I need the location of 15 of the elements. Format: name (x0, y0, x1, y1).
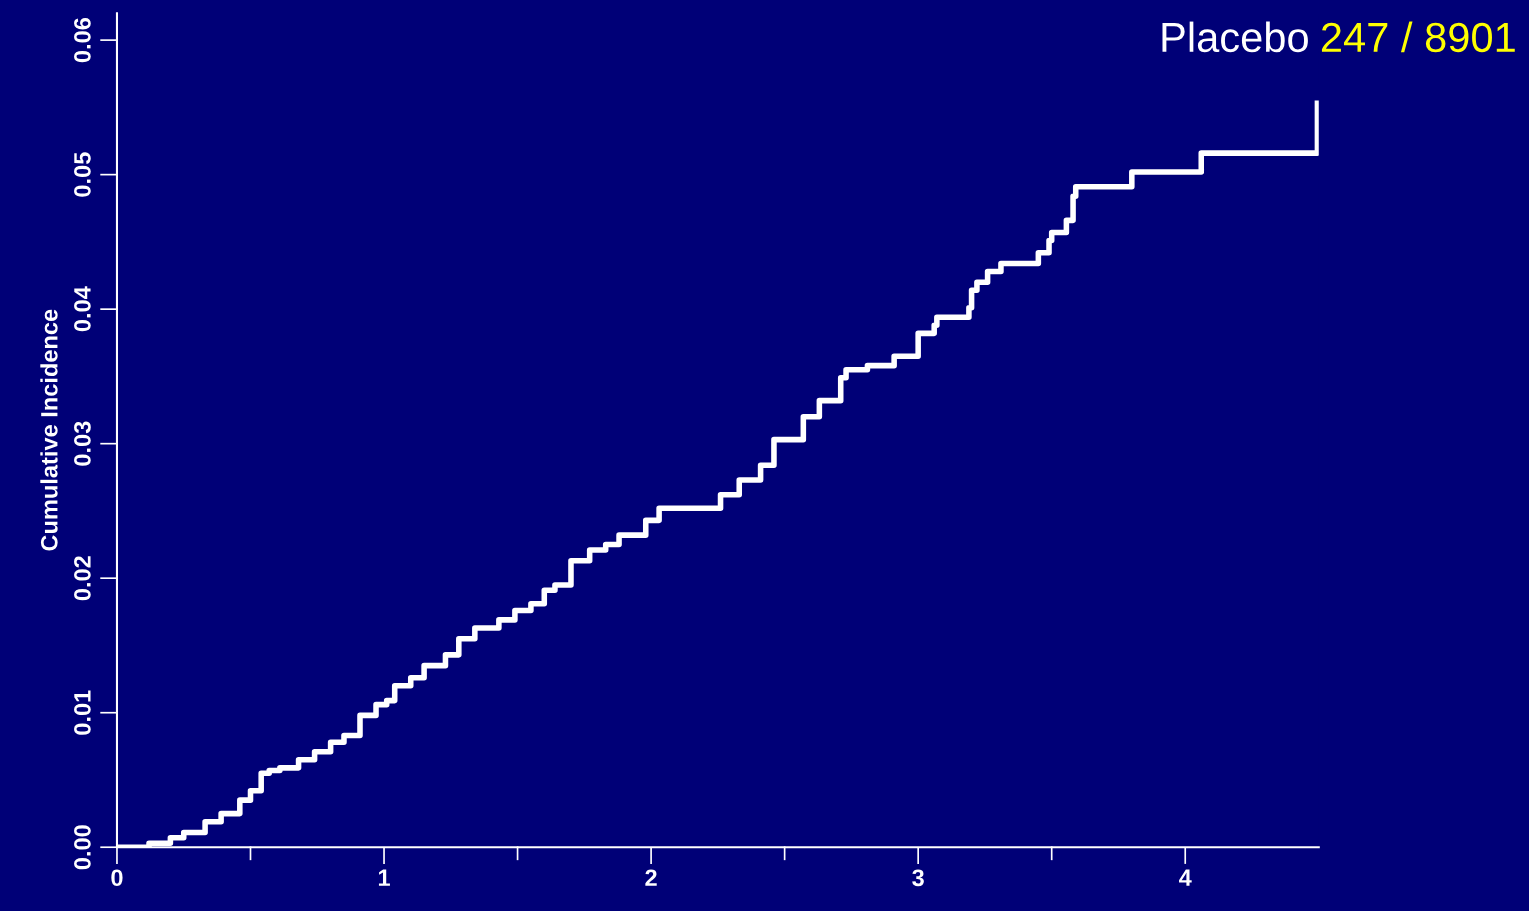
x-tick-label: 2 (645, 869, 657, 886)
y-tick-label: 0.05 (74, 152, 91, 197)
x-tick-label: 3 (912, 869, 924, 887)
y-tick-label: 0.00 (74, 825, 91, 870)
y-axis-title: Cumulative Incidence (40, 309, 58, 551)
x-tick-label: 1 (378, 869, 390, 886)
y-tick-label: 0.06 (74, 17, 91, 63)
text: 247 / 8901 (1321, 21, 1515, 53)
y-tick-label: 0.04 (74, 286, 91, 332)
x-tick-label: 0 (111, 869, 123, 887)
y-tick-label: 0.03 (74, 421, 91, 466)
annotation: Placebo (1162, 21, 1308, 53)
x-tick-label: 4 (1179, 869, 1192, 886)
y-tick-label: 0.01 (74, 690, 91, 735)
y-tick-label: 0.02 (74, 556, 91, 601)
